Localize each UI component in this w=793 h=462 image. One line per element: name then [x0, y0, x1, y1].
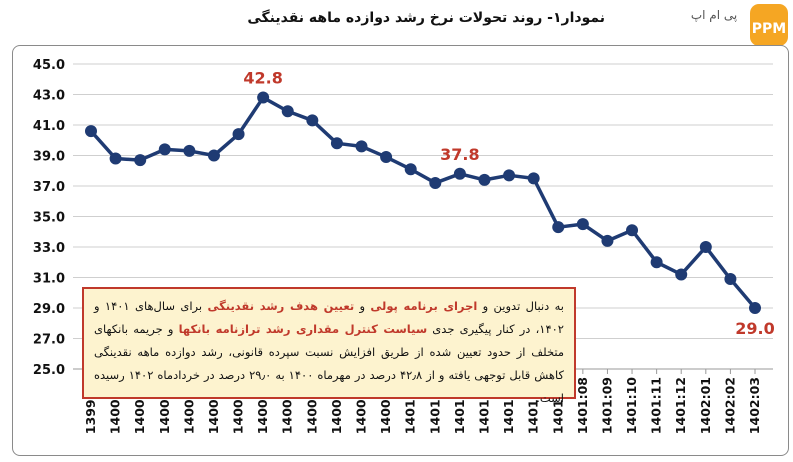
- data-point: [749, 302, 761, 314]
- y-tick-label: 29.0: [33, 302, 65, 317]
- annotation-box: به دنبال تدوین و اجرای برنامه پولی و تعی…: [82, 287, 576, 405]
- chart-title: نمودار۱- روند تحولات نرخ رشد دوازده ماهه…: [247, 10, 605, 26]
- data-point: [650, 256, 663, 269]
- y-axis-ticks: 25.0 27.0 29.0 31.0 33.0 35.0 37.0 39.0 41.0 43.0…: [33, 58, 65, 378]
- y-tick-label: 41.0: [33, 119, 65, 134]
- data-point: [675, 268, 688, 281]
- y-tick-label: 43.0: [33, 89, 65, 104]
- data-point: [626, 224, 639, 237]
- data-point: [503, 169, 516, 182]
- data-point: [355, 140, 368, 153]
- data-point: [699, 241, 712, 253]
- data-point: [134, 154, 147, 167]
- y-tick-label: 33.0: [33, 241, 65, 256]
- y-tick-label: 35.0: [33, 211, 65, 226]
- data-label: 42.8: [243, 69, 282, 88]
- brand-logo-icon: PPM: [750, 4, 788, 46]
- x-tick-label: 1402:03: [747, 377, 762, 434]
- data-point: [380, 151, 393, 164]
- y-tick-label: 37.0: [33, 180, 65, 195]
- data-point: [207, 149, 220, 162]
- data-point: [281, 105, 294, 118]
- x-tick-label: 1401:09: [599, 377, 614, 434]
- data-label: 37.8: [440, 145, 479, 164]
- data-point: [724, 273, 737, 286]
- logo-background: [750, 4, 788, 46]
- data-point: [158, 143, 171, 156]
- annotation-highlight: تعیین هدف رشد نقدینگی: [207, 299, 355, 313]
- data-point: [453, 167, 466, 180]
- data-point: [232, 128, 245, 141]
- data-point: [183, 144, 196, 157]
- y-tick-label: 27.0: [33, 333, 65, 348]
- data-point: [601, 234, 614, 247]
- data-point: [404, 163, 417, 176]
- data-point: [478, 173, 491, 186]
- annotation-text: به دنبال تدوین و: [477, 299, 564, 313]
- data-point: [527, 172, 540, 185]
- data-point: [109, 152, 122, 165]
- data-labels: 42.8 37.8 29.0: [243, 69, 774, 338]
- annotation-highlight: سیاست کنترل مقداری رشد ترازنامه بانکها: [178, 322, 428, 336]
- annotation-text: و جریمه بانکهای متخلف از حدود تعیین شده …: [94, 322, 564, 405]
- x-tick-label: 1401:08: [575, 377, 590, 434]
- annotation-text: برای سال‌های ۱۴۰۱ و ۱۴۰۲، در کنار پیگیری…: [94, 299, 564, 336]
- x-tick-label: 1401:12: [673, 377, 688, 434]
- logo-letters: PPM: [752, 21, 786, 37]
- x-tick-label: 1401:11: [649, 377, 664, 434]
- series-markers: [85, 91, 761, 314]
- x-tick-label: 1402:01: [698, 377, 713, 434]
- data-point: [429, 176, 442, 189]
- y-tick-label: 25.0: [33, 363, 65, 378]
- chart-frame: 25.0 27.0 29.0 31.0 33.0 35.0 37.0 39.0 41.0 43.0…: [12, 45, 789, 456]
- data-point: [552, 221, 565, 234]
- data-point: [330, 137, 343, 150]
- y-tick-label: 45.0: [33, 58, 65, 73]
- data-label: 29.0: [735, 319, 774, 338]
- y-tick-label: 31.0: [33, 272, 65, 287]
- data-point: [257, 91, 270, 104]
- x-tick-label: 1402:02: [722, 377, 737, 434]
- y-tick-label: 39.0: [33, 150, 65, 165]
- series-line: [89, 95, 757, 310]
- data-point: [576, 218, 589, 231]
- series-path: [89, 95, 757, 310]
- annotation-highlight: اجرای برنامه پولی: [370, 299, 478, 313]
- annotation-text: و: [354, 299, 371, 313]
- brand-text: پی ام اپ: [690, 8, 738, 22]
- data-point: [306, 114, 319, 127]
- data-point: [85, 125, 97, 138]
- x-tick-label: 1401:10: [624, 377, 639, 434]
